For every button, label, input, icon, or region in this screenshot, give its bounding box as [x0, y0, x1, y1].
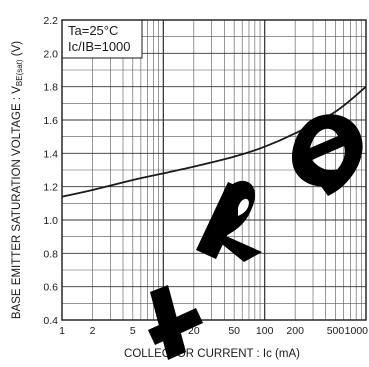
x-tick-label: 50	[228, 325, 240, 337]
x-axis-label: COLLECTOR CURRENT : Ic (mA)	[124, 348, 300, 360]
y-tick-label: 2.2	[43, 15, 58, 27]
grid	[61, 19, 367, 321]
x-tick-label: 5	[130, 325, 136, 337]
plot-frame	[61, 19, 367, 321]
watermark-shape-2	[148, 308, 203, 345]
watermark-shape-4	[212, 180, 262, 262]
annotation-temperature: Ta=25°C	[68, 23, 118, 38]
x-tick-label: 100	[256, 325, 274, 337]
annotation-box: Ta=25°C Ic/IB=1000	[61, 19, 143, 59]
x-tick-label: 2	[90, 325, 96, 337]
annotation-current-ratio: Ic/IB=1000	[68, 39, 131, 54]
x-tick-label: 20	[188, 325, 200, 337]
x-tick-label: 500	[327, 325, 345, 337]
y-axis-label-unit: (V)	[11, 41, 23, 60]
y-axis-label-main: BASE EMITTER SATURATION VOLTAGE : V	[11, 86, 23, 319]
y-tick-labels: 0.4 0.6 0.8 1.0 1.2 1.4 1.6 1.8 2.0 2.2	[43, 15, 58, 327]
y-tick-label: 1.4	[43, 148, 58, 160]
y-tick-label: 0.4	[43, 315, 58, 327]
watermark	[148, 114, 363, 360]
x-tick-label: 200	[286, 325, 304, 337]
y-tick-label: 0.8	[43, 248, 58, 260]
y-tick-label: 2.0	[43, 48, 58, 60]
annotation-box-bg	[61, 19, 143, 59]
x-tick-label: 1	[59, 325, 65, 337]
watermark-shape-5	[238, 198, 249, 216]
y-tick-label: 0.6	[43, 282, 58, 294]
x-tick-label: 1000	[345, 325, 369, 337]
y-axis-label: BASE EMITTER SATURATION VOLTAGE : VBE(sa…	[11, 41, 24, 319]
y-tick-label: 1.0	[43, 215, 58, 227]
x-tick-labels: 1251020501002005001000	[59, 325, 368, 337]
watermark-shape-6	[292, 114, 363, 196]
y-tick-label: 1.6	[43, 115, 58, 127]
y-tick-label: 1.2	[43, 182, 58, 194]
y-axis-label-subscript: BE(sat)	[15, 59, 24, 86]
y-tick-label: 1.8	[43, 82, 58, 94]
plot-border	[61, 19, 367, 321]
